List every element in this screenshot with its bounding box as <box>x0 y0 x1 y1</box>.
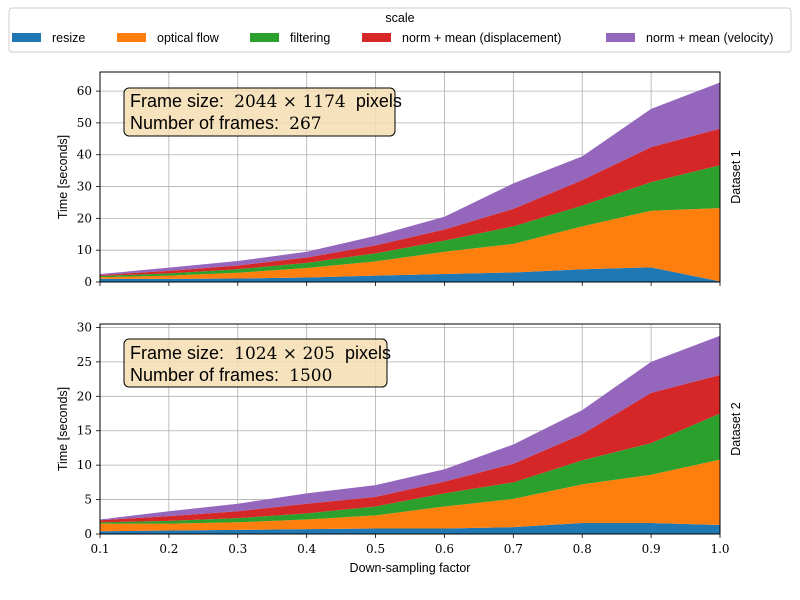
y-tick-label: 30 <box>77 320 92 334</box>
x-tick-label: 0.7 <box>504 542 523 556</box>
legend-item-velocity: norm + mean (velocity) <box>606 31 773 45</box>
info-line-1-dataset-2: Frame size: 1024 × 205 pixels <box>130 343 391 364</box>
x-tick-label: 0.1 <box>90 542 109 556</box>
chart-panel-dataset-1: 0 10 20 30 40 50 60 Time [seconds] Dataset 1 F… <box>56 71 743 289</box>
legend-title: scale <box>385 11 414 25</box>
legend-frame <box>8 7 792 53</box>
y-tick-label: 15 <box>77 424 92 438</box>
frame-count-value: 267 <box>289 114 321 134</box>
frame-count-label: Number of frames: <box>130 365 279 385</box>
y-tick-label: 50 <box>77 116 92 130</box>
y-tick-label: 40 <box>77 148 92 162</box>
legend: scale resize optical flow filtering norm… <box>8 7 792 53</box>
frame-size-value: 1024 × 205 <box>234 344 335 364</box>
y-tick-label: 20 <box>77 389 92 403</box>
x-tick-label: 0.6 <box>435 542 454 556</box>
x-tick-label: 0.3 <box>228 542 247 556</box>
area-filtering <box>100 413 720 524</box>
frame-size-label: Frame size: <box>130 91 224 111</box>
legend-swatch-velocity <box>606 33 635 42</box>
frame-size-value: 2044 × 1174 <box>234 92 346 112</box>
legend-label-displacement: norm + mean (displacement) <box>402 31 561 45</box>
frame-size-label: Frame size: <box>130 343 224 363</box>
y-tick-label: 0 <box>84 527 92 541</box>
x-axis-label: Down-sampling factor <box>350 561 471 575</box>
area-optical-flow <box>100 208 720 282</box>
frame-count-value: 1500 <box>289 366 332 386</box>
x-tick-label: 0.8 <box>573 542 592 556</box>
legend-label-optical-flow: optical flow <box>157 31 220 45</box>
dataset-1-label: Dataset 1 <box>729 150 743 204</box>
legend-item-resize: resize <box>12 31 85 45</box>
area-filtering <box>100 165 720 278</box>
legend-label-resize: resize <box>52 31 85 45</box>
y-axis-label-dataset-1: Time [seconds] <box>56 135 70 219</box>
y-tick-label: 60 <box>77 84 92 98</box>
info-box-frame-dataset-1 <box>123 87 396 137</box>
x-tick-label: 0.9 <box>642 542 661 556</box>
area-norm-mean-velocity <box>100 82 720 275</box>
info-line-2-dataset-1: Number of frames: 267 <box>130 113 322 134</box>
y-axis-label-dataset-2: Time [seconds] <box>56 387 70 471</box>
x-tick-label: 0.5 <box>366 542 385 556</box>
legend-item-optical-flow: optical flow <box>117 31 220 45</box>
y-tick-label: 0 <box>84 275 92 289</box>
area-norm-mean-displacement <box>100 374 720 523</box>
ticks-dataset-2: 0.1 0.2 0.3 0.4 0.5 0.6 0.7 0.8 0.9 1.0 0 5 10 15 20 25… <box>77 320 730 556</box>
legend-swatch-optical-flow <box>117 33 146 42</box>
info-line-1-dataset-1: Frame size: 2044 × 1174 pixels <box>130 91 402 112</box>
y-tick-label: 30 <box>77 180 92 194</box>
frame-count-label: Number of frames: <box>130 113 279 133</box>
frame-size-unit: pixels <box>356 91 402 111</box>
area-resize <box>100 267 720 282</box>
legend-label-filtering: filtering <box>290 31 330 45</box>
chart-panel-dataset-2: 0.1 0.2 0.3 0.4 0.5 0.6 0.7 0.8 0.9 1.0 0 5 10 15 20 25… <box>56 320 743 556</box>
frame-size-unit: pixels <box>345 343 391 363</box>
info-box-dataset-2: Frame size: 1024 × 205 pixels Number of … <box>123 338 391 388</box>
ticks-dataset-1: 0 10 20 30 40 50 60 <box>77 84 721 289</box>
legend-swatch-displacement <box>362 33 391 42</box>
areas-dataset-2 <box>100 335 720 534</box>
y-tick-label: 10 <box>77 458 92 472</box>
info-box-frame-dataset-2 <box>123 338 388 388</box>
dataset-2-label: Dataset 2 <box>729 402 743 456</box>
legend-swatch-resize <box>12 33 41 42</box>
areas-dataset-1 <box>100 82 720 282</box>
plot-frame-dataset-1 <box>99 71 721 283</box>
legend-swatch-filtering <box>250 33 279 42</box>
x-tick-label: 0.4 <box>297 542 316 556</box>
area-norm-mean-velocity <box>100 335 720 521</box>
info-line-2-dataset-2: Number of frames: 1500 <box>130 365 332 386</box>
legend-item-displacement: norm + mean (displacement) <box>362 31 561 45</box>
y-tick-label: 25 <box>77 355 92 369</box>
y-tick-label: 5 <box>84 493 92 507</box>
info-box-dataset-1: Frame size: 2044 × 1174 pixels Number of… <box>123 87 402 137</box>
legend-label-velocity: norm + mean (velocity) <box>646 31 773 45</box>
area-norm-mean-displacement <box>100 128 720 276</box>
legend-item-filtering: filtering <box>250 31 330 45</box>
x-tick-label: 1.0 <box>710 542 729 556</box>
area-optical-flow <box>100 459 720 532</box>
y-tick-label: 10 <box>77 243 92 257</box>
y-tick-label: 20 <box>77 211 92 225</box>
plot-frame-dataset-2 <box>99 323 721 535</box>
x-tick-label: 0.2 <box>159 542 178 556</box>
